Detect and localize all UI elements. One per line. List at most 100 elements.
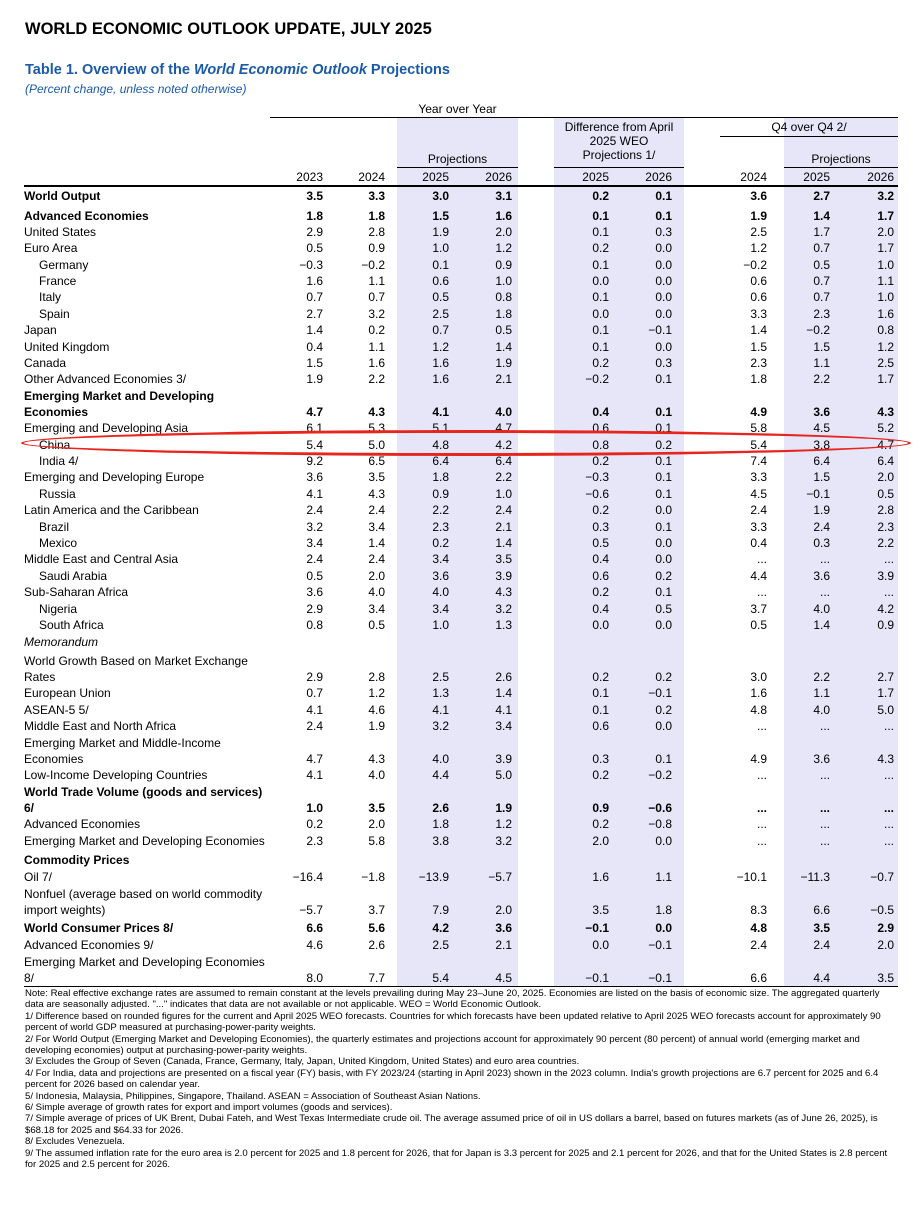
row-value: 2.2: [432, 503, 449, 517]
row-value: 0.5: [432, 290, 449, 304]
row-value: ...: [819, 768, 830, 782]
row-value: −0.3: [299, 258, 323, 272]
row-label: ASEAN-5 5/: [24, 703, 89, 717]
table-row: Emerging and Developing Asia 6.1 5.3 5.1 4.7…: [24, 420, 898, 436]
table-row: Advanced Economies 0.2 2.0 1.8 1.2 0.2 −0.8...…: [24, 816, 898, 832]
row-value: 1.5: [432, 209, 449, 223]
row-value: 0.6: [592, 719, 609, 733]
row-value: 2.1: [495, 520, 512, 534]
row-value: 5.4: [432, 971, 449, 985]
row-value: 0.5: [750, 618, 767, 632]
row-value: 2.3: [306, 834, 323, 848]
row-label: Advanced Economies: [24, 817, 141, 831]
col-2025: 2025: [422, 170, 449, 184]
row-value: 1.6: [495, 209, 512, 223]
row-value: 4.1: [306, 768, 323, 782]
row-label: Sub-Saharan Africa: [24, 585, 129, 599]
table-row: Emerging Market and Developing Economies…: [24, 833, 898, 849]
projections-band-diff: [554, 118, 684, 986]
table-row: Canada 1.5 1.6 1.6 1.9 0.2 0.3 2.3 1.1 2.5: [24, 355, 898, 371]
row-value: 3.4: [368, 520, 385, 534]
table-row: Mexico 3.4 1.4 0.2 1.4 0.5 0.0 0.4 0.3 2.2: [24, 535, 898, 551]
row-value: 0.9: [877, 618, 894, 632]
row-value: 4.8: [750, 703, 767, 717]
row-value: 2.3: [432, 520, 449, 534]
row-value: 2.4: [306, 719, 323, 733]
col-q4-2026: 2026: [867, 170, 894, 184]
row-label: Latin America and the Caribbean: [24, 503, 199, 517]
row-value: 0.0: [655, 552, 672, 566]
table-row: import weights) −5.7 3.7 7.9 2.0 3.5 1.8 8.3 6.6…: [24, 902, 898, 918]
table-row: Oil 7/ −16.4 −1.8 −13.9 −5.7 1.6 1.1 −10.1 −11.3…: [24, 869, 898, 885]
row-value: 1.8: [432, 817, 449, 831]
row-value: 2.0: [592, 834, 609, 848]
row-value: 6.6: [813, 903, 830, 917]
row-value: 2.0: [495, 225, 512, 239]
row-value: 3.9: [495, 752, 512, 766]
row-value: 0.4: [306, 340, 323, 354]
row-value: 7.9: [432, 903, 449, 917]
row-value: 4.5: [495, 971, 512, 985]
row-value: 6.4: [432, 454, 449, 468]
row-label: Emerging Market and Developing Economies: [24, 955, 265, 969]
row-value: 4.0: [813, 602, 830, 616]
row-value: −5.7: [299, 903, 323, 917]
row-value: 0.2: [655, 670, 672, 684]
row-value: 3.4: [495, 719, 512, 733]
row-value: 0.1: [655, 585, 672, 599]
row-label: European Union: [24, 686, 111, 700]
row-value: 0.0: [592, 307, 609, 321]
row-value: 1.3: [432, 686, 449, 700]
row-label: Russia: [39, 487, 76, 501]
row-value: 2.5: [432, 938, 449, 952]
table-notes: Note: Real effective exchange rates are …: [25, 988, 897, 1171]
row-value: 1.0: [495, 487, 512, 501]
row-value: 1.1: [655, 870, 672, 884]
row-value: 1.1: [813, 686, 830, 700]
row-value: 0.2: [655, 569, 672, 583]
row-value: 1.9: [495, 356, 512, 370]
row-value: 2.4: [750, 938, 767, 952]
table-row: Emerging Market and Middle-Income: [24, 735, 898, 751]
row-value: 6.4: [495, 454, 512, 468]
row-value: 4.0: [813, 703, 830, 717]
row-value: −10.1: [736, 870, 767, 884]
row-value: 4.4: [750, 569, 767, 583]
row-value: 3.6: [306, 470, 323, 484]
row-value: 2.2: [813, 670, 830, 684]
table-row: France 1.6 1.1 0.6 1.0 0.0 0.0 0.6 0.7 1.1: [24, 273, 898, 289]
row-value: 0.5: [306, 569, 323, 583]
row-value: 0.0: [592, 938, 609, 952]
row-value: 1.9: [750, 209, 767, 223]
row-value: 3.5: [877, 971, 894, 985]
row-label: Other Advanced Economies 3/: [24, 372, 187, 386]
row-value: 1.2: [432, 340, 449, 354]
row-value: 1.8: [368, 209, 385, 223]
row-value: 3.2: [877, 189, 894, 203]
row-value: 8.0: [306, 971, 323, 985]
row-label: Emerging Market and Middle-Income: [24, 736, 221, 750]
row-value: 5.8: [750, 421, 767, 435]
row-label: Commodity Prices: [24, 853, 130, 867]
row-value: 2.0: [877, 225, 894, 239]
row-value: ...: [756, 817, 767, 831]
row-value: 3.6: [813, 569, 830, 583]
row-value: 2.0: [368, 817, 385, 831]
table-row: European Union 0.7 1.2 1.3 1.4 0.1 −0.1 1.6 1.1 1…: [24, 685, 898, 701]
row-value: 3.6: [813, 405, 830, 419]
row-value: −13.9: [418, 870, 449, 884]
row-value: −0.1: [806, 487, 830, 501]
row-value: 1.4: [368, 536, 385, 550]
row-value: 1.9: [432, 225, 449, 239]
row-label: Brazil: [39, 520, 70, 534]
row-value: 4.1: [432, 405, 449, 419]
row-value: 1.0: [432, 241, 449, 255]
row-value: 3.1: [495, 189, 512, 203]
row-label: Japan: [24, 323, 57, 337]
row-value: 0.4: [750, 536, 767, 550]
row-value: 0.1: [655, 470, 672, 484]
row-value: ...: [756, 585, 767, 599]
row-value: 1.6: [592, 870, 609, 884]
row-value: 1.3: [495, 618, 512, 632]
row-value: 4.0: [432, 752, 449, 766]
